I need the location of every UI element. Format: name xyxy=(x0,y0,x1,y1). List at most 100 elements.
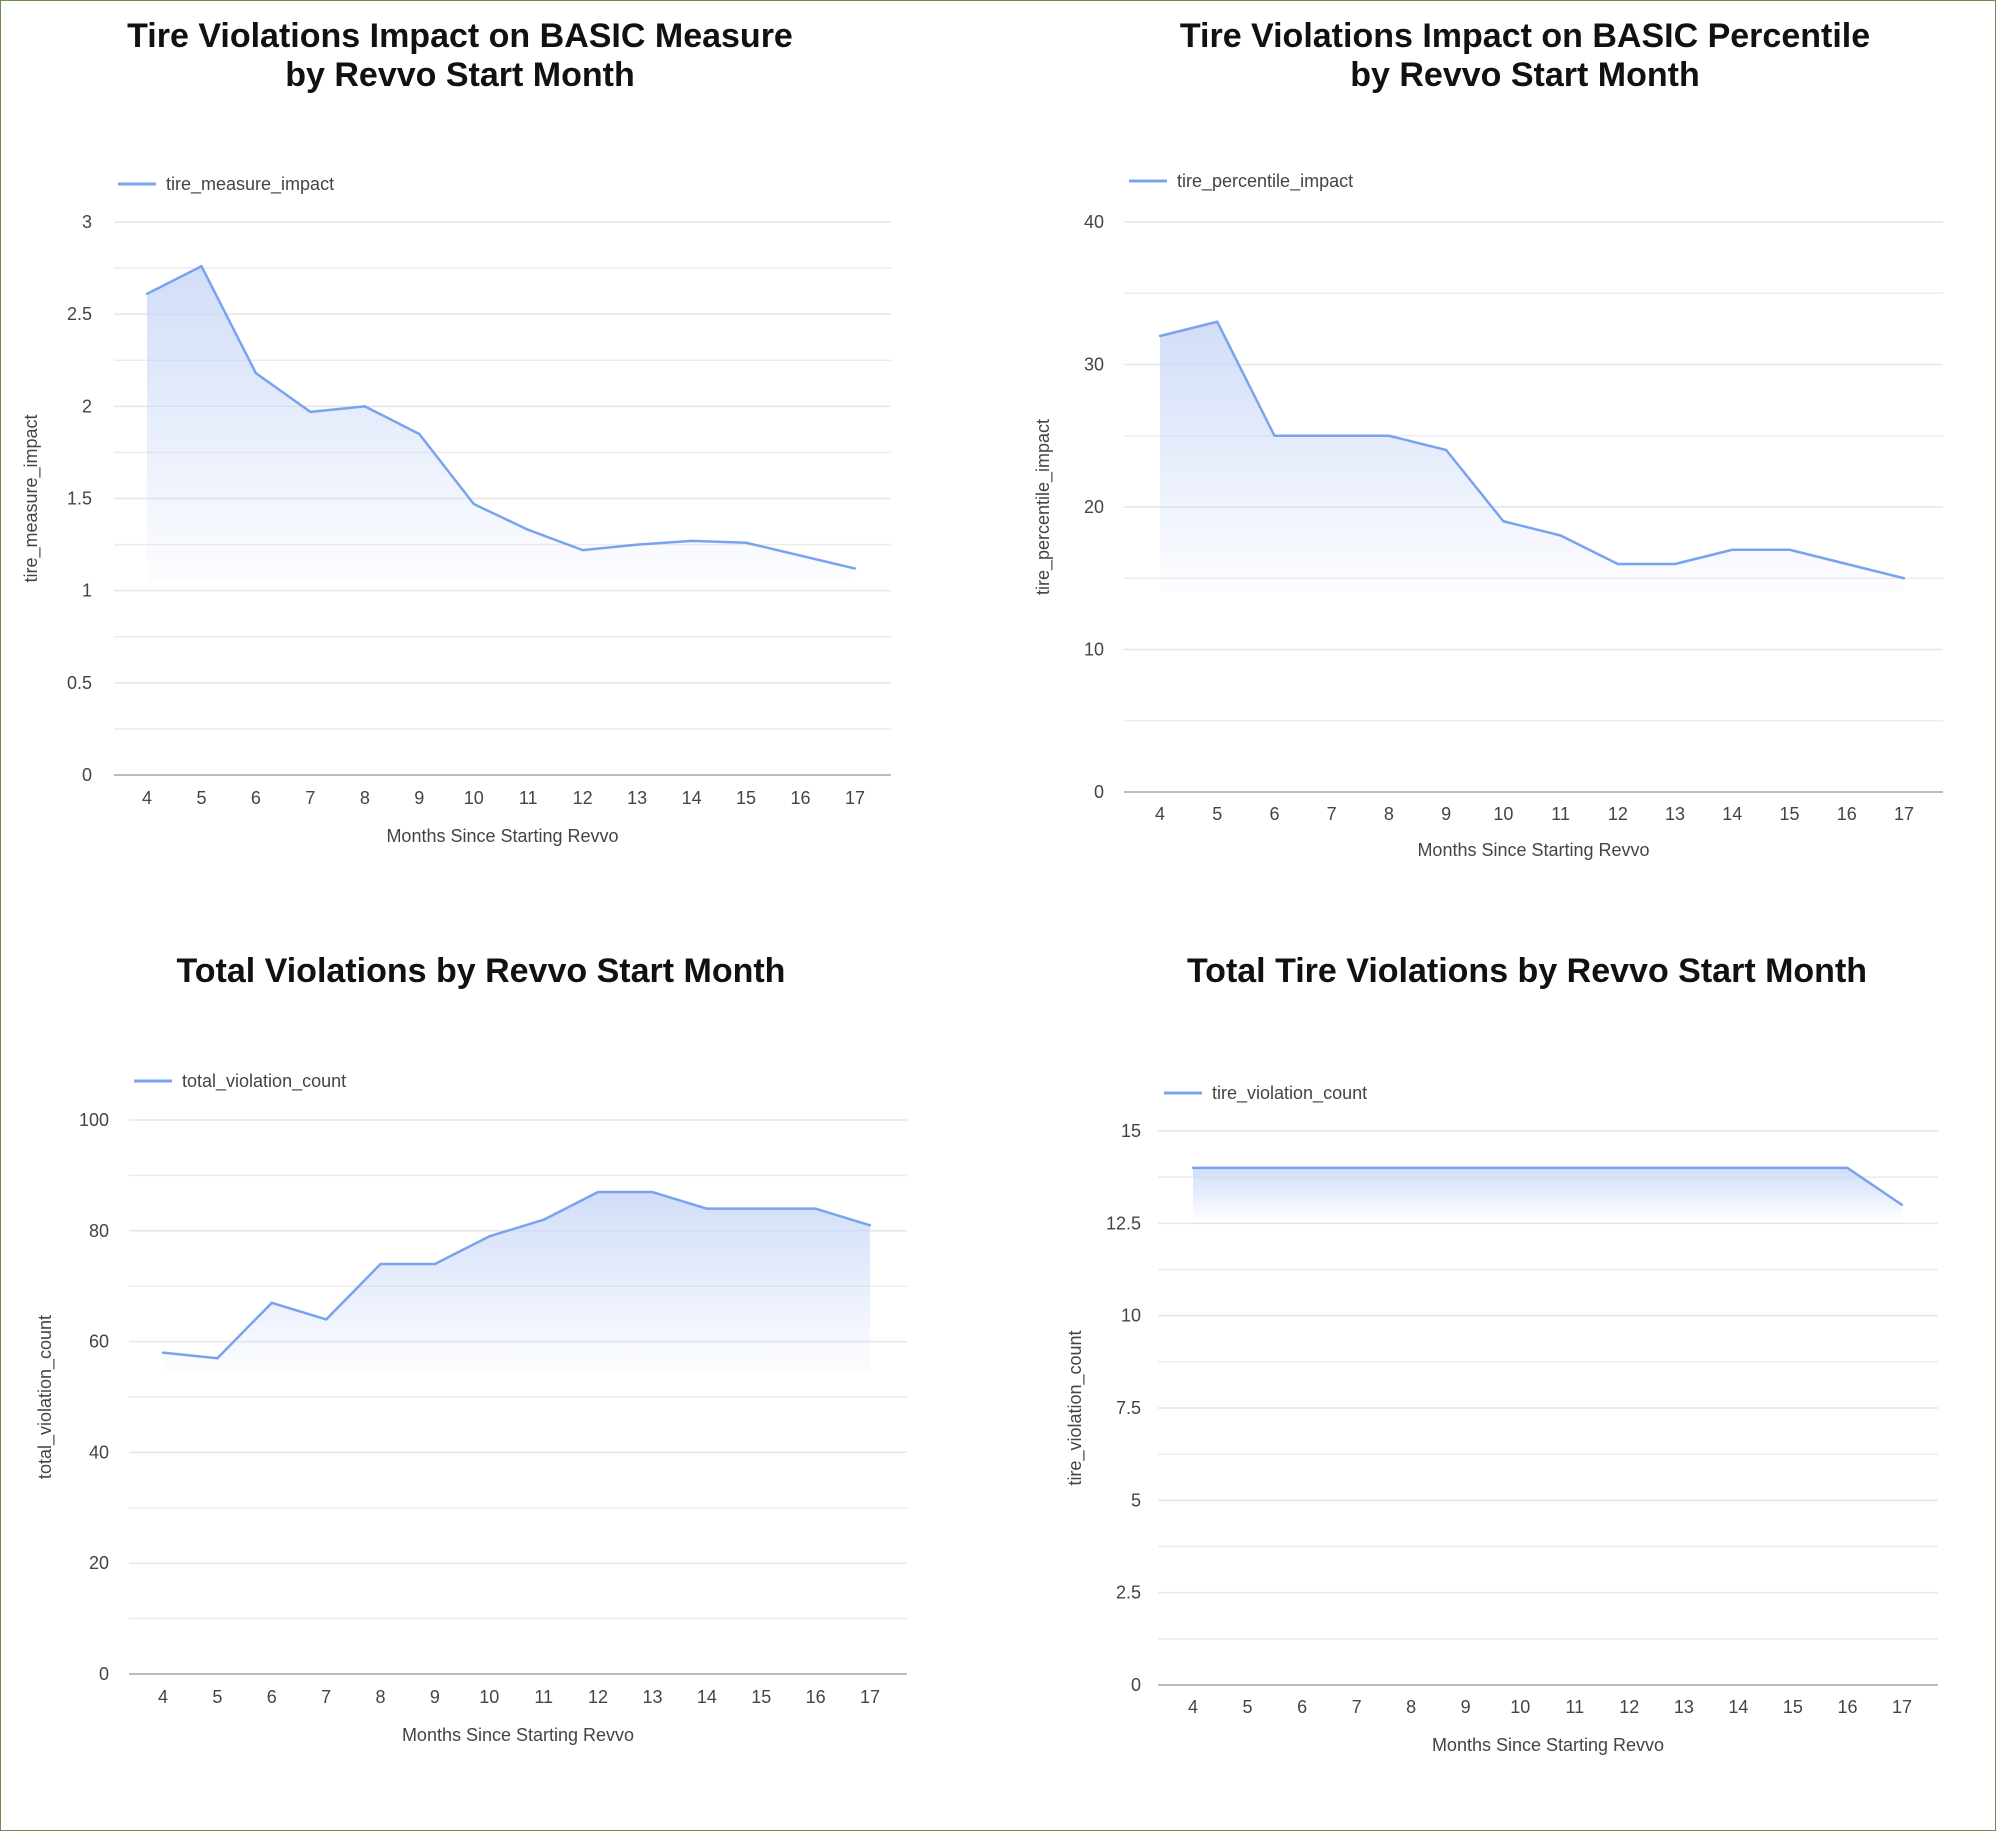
x-axis-label: Months Since Starting Revvo xyxy=(386,826,618,846)
chart-title-line: Tire Violations Impact on BASIC Percenti… xyxy=(1180,17,1870,55)
x-tick-label: 12 xyxy=(1608,804,1628,824)
x-tick-label: 14 xyxy=(1722,804,1742,824)
y-tick-label: 1 xyxy=(82,581,92,601)
data-point xyxy=(1791,1166,1795,1170)
x-tick-label: 7 xyxy=(321,1687,331,1707)
y-tick-label: 0 xyxy=(82,765,92,785)
x-tick-label: 4 xyxy=(1188,1697,1198,1717)
y-tick-label: 30 xyxy=(1084,355,1104,375)
x-tick-label: 7 xyxy=(1327,804,1337,824)
x-tick-label: 10 xyxy=(1493,804,1513,824)
y-tick-label: 2 xyxy=(82,396,92,416)
x-tick-label: 9 xyxy=(1461,1697,1471,1717)
x-tick-label: 6 xyxy=(267,1687,277,1707)
data-point xyxy=(216,1357,219,1360)
data-point xyxy=(1628,1166,1631,1170)
y-tick-label: 10 xyxy=(1084,640,1104,660)
chart-svg: Tire Violations Impact on BASIC Percenti… xyxy=(1033,17,1943,860)
y-tick-label: 20 xyxy=(89,1553,109,1573)
y-tick-label: 2.5 xyxy=(1116,1583,1141,1603)
data-point xyxy=(1246,1166,1249,1170)
x-tick-label: 12 xyxy=(573,788,593,808)
x-tick-label: 7 xyxy=(305,788,315,808)
data-point xyxy=(1673,562,1677,566)
y-tick-label: 0 xyxy=(1131,1675,1141,1695)
data-point xyxy=(814,1207,817,1210)
y-tick-label: 2.5 xyxy=(67,304,92,324)
data-point xyxy=(1682,1166,1686,1170)
data-point xyxy=(1731,548,1734,551)
data-point xyxy=(1845,562,1848,566)
y-tick-label: 100 xyxy=(79,1110,109,1130)
x-tick-label: 5 xyxy=(196,788,206,808)
x-tick-label: 11 xyxy=(519,788,538,808)
legend-label: tire_measure_impact xyxy=(166,174,334,195)
data-point xyxy=(596,1190,600,1194)
x-tick-label: 13 xyxy=(1665,804,1685,824)
data-point xyxy=(705,1207,709,1210)
chart-title-line: by Revvo Start Month xyxy=(1350,56,1699,94)
chart-title-line: Total Violations by Revvo Start Month xyxy=(177,952,786,990)
x-tick-label: 15 xyxy=(1783,1697,1803,1717)
data-point xyxy=(270,1301,273,1305)
x-tick-label: 5 xyxy=(212,1687,222,1707)
data-point xyxy=(1788,548,1791,551)
data-point xyxy=(635,543,639,546)
x-tick-label: 16 xyxy=(1837,1697,1857,1717)
x-tick-label: 15 xyxy=(736,788,756,808)
data-point xyxy=(1616,562,1620,566)
x-tick-label: 8 xyxy=(376,1687,386,1707)
x-tick-label: 5 xyxy=(1243,1697,1253,1717)
y-tick-label: 0.5 xyxy=(67,673,92,693)
data-point xyxy=(1519,1166,1522,1170)
x-tick-label: 11 xyxy=(534,1687,553,1707)
data-point xyxy=(363,405,367,408)
y-tick-label: 80 xyxy=(89,1221,109,1241)
x-tick-label: 15 xyxy=(751,1687,771,1707)
x-axis-label: Months Since Starting Revvo xyxy=(1432,1735,1664,1755)
data-point xyxy=(1902,577,1906,580)
y-tick-label: 0 xyxy=(1094,782,1104,802)
series-area xyxy=(1160,321,1904,593)
data-point xyxy=(744,541,748,544)
series-area xyxy=(163,1192,870,1373)
x-tick-label: 14 xyxy=(697,1687,717,1707)
x-tick-label: 13 xyxy=(627,788,647,808)
data-point xyxy=(760,1207,763,1210)
y-axis-label: tire_violation_count xyxy=(1065,1330,1086,1485)
data-point xyxy=(651,1190,654,1194)
x-tick-label: 17 xyxy=(1892,1697,1912,1717)
x-tick-label: 6 xyxy=(1269,804,1279,824)
y-tick-label: 40 xyxy=(89,1442,109,1462)
data-point xyxy=(418,432,421,436)
data-point xyxy=(488,1235,491,1238)
data-point xyxy=(1444,448,1448,452)
y-tick-label: 15 xyxy=(1121,1121,1141,1141)
series-area xyxy=(147,266,855,583)
x-tick-label: 4 xyxy=(142,788,152,808)
data-point xyxy=(868,1224,872,1227)
data-point xyxy=(1158,334,1162,338)
data-point xyxy=(1216,320,1219,323)
series-line xyxy=(162,1190,871,1360)
y-tick-label: 5 xyxy=(1131,1490,1141,1510)
data-point xyxy=(1355,1166,1358,1170)
x-tick-label: 7 xyxy=(1352,1697,1362,1717)
y-tick-label: 12.5 xyxy=(1106,1213,1141,1233)
data-point xyxy=(1273,434,1276,437)
x-tick-label: 11 xyxy=(1551,804,1570,824)
x-tick-label: 11 xyxy=(1565,1697,1584,1717)
x-axis-label: Months Since Starting Revvo xyxy=(1417,840,1649,860)
x-tick-label: 14 xyxy=(1728,1697,1748,1717)
y-tick-label: 10 xyxy=(1121,1306,1141,1326)
legend-label: total_violation_count xyxy=(182,1071,346,1092)
data-point xyxy=(853,567,857,570)
data-point xyxy=(324,1318,328,1321)
x-tick-label: 8 xyxy=(1384,804,1394,824)
y-axis-label: tire_measure_impact xyxy=(21,414,42,582)
x-tick-label: 6 xyxy=(251,788,261,808)
data-point xyxy=(433,1262,437,1266)
x-tick-label: 9 xyxy=(1441,804,1451,824)
x-tick-label: 8 xyxy=(360,788,370,808)
y-tick-label: 40 xyxy=(1084,212,1104,232)
